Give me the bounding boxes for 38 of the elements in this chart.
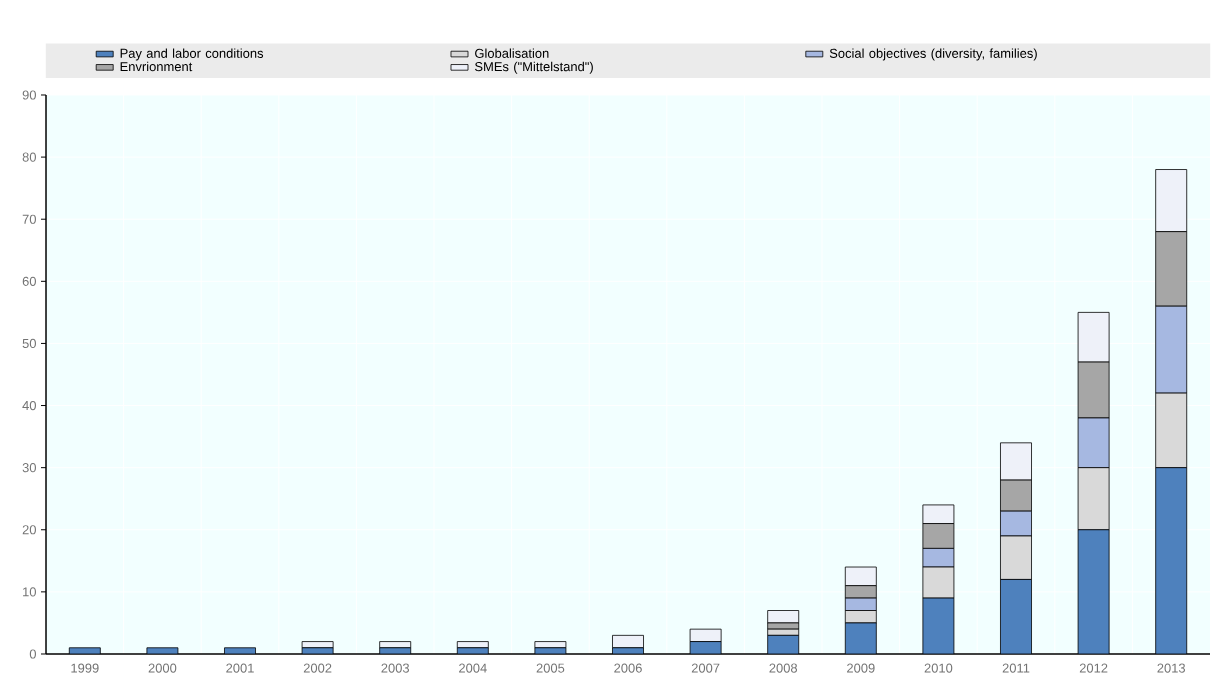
x-tick-label: 2009 <box>847 663 875 673</box>
legend-label: Social objectives (diversity, families) <box>829 48 1037 61</box>
legend-label: Pay and labor conditions <box>120 48 264 61</box>
x-tick-label: 2008 <box>769 663 798 673</box>
bar <box>612 634 644 649</box>
x-tick-label: 2012 <box>1079 663 1108 673</box>
y-tick-label: 60 <box>22 276 36 286</box>
x-tick-label: 2001 <box>226 663 254 673</box>
x-tick-label: 2005 <box>536 663 565 673</box>
x-tick-label: 2003 <box>381 663 410 673</box>
x-tick-label: 2011 <box>1002 663 1030 673</box>
y-tick-label: 0 <box>29 649 36 659</box>
y-tick-label: 20 <box>22 525 36 535</box>
y-tick-label: 40 <box>22 400 36 411</box>
y-tick-label: 30 <box>22 463 36 473</box>
bar <box>1155 467 1188 654</box>
y-tick-label: 10 <box>23 587 36 597</box>
bar <box>844 622 877 654</box>
x-tick-label: 2002 <box>303 663 332 673</box>
y-tick-label: 70 <box>22 214 36 224</box>
x-tick-label: 1999 <box>71 663 99 673</box>
x-tick-label: 2004 <box>459 663 487 673</box>
x-tick-label: 2006 <box>614 663 642 673</box>
bar <box>1000 579 1032 654</box>
bar <box>922 597 955 654</box>
y-tick-label: 50 <box>22 338 36 349</box>
y-tick-label: 80 <box>22 152 36 162</box>
x-tick-label: 2010 <box>924 663 953 673</box>
x-tick-label: 2013 <box>1157 663 1186 673</box>
y-tick-label: 90 <box>22 90 36 100</box>
legend-label: Envrionment <box>120 61 193 72</box>
bar <box>1077 529 1110 654</box>
bar <box>689 628 722 642</box>
x-tick-label: 2007 <box>691 663 720 673</box>
bar <box>767 610 800 624</box>
legend-label: Globalisation <box>475 48 549 58</box>
legend-label: SMEs ("Mittelstand") <box>475 61 593 74</box>
x-tick-label: 2000 <box>148 663 177 673</box>
